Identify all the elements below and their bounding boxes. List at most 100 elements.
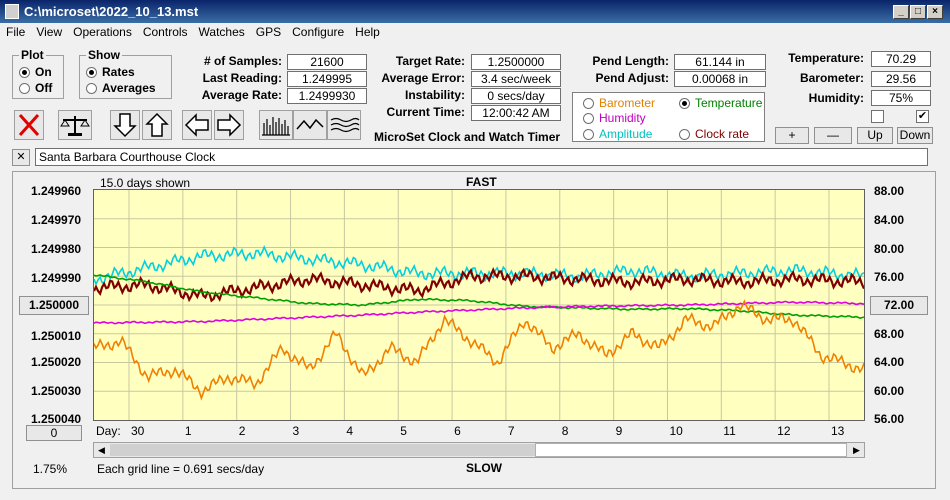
- scroll-track[interactable]: [110, 444, 535, 456]
- day-tick-label: 3: [292, 424, 300, 438]
- plot-off-radio[interactable]: Off: [19, 81, 52, 95]
- clear-x-button[interactable]: [14, 110, 44, 140]
- clear-name-button[interactable]: ✕: [12, 149, 30, 166]
- checkbox-left[interactable]: [871, 110, 884, 123]
- temperature-label: Temperature:: [788, 51, 864, 65]
- show-averages-radio[interactable]: Averages: [86, 81, 156, 95]
- scroll-thumb[interactable]: [535, 443, 847, 457]
- maximize-button[interactable]: □: [910, 5, 926, 19]
- day-tick-label: 10: [669, 424, 683, 438]
- horizontal-scrollbar[interactable]: ◀ ▶: [93, 442, 865, 458]
- left-tick: 1.250030: [31, 384, 82, 398]
- up-button[interactable]: Up: [857, 127, 893, 144]
- up-arrow-button[interactable]: [142, 110, 172, 140]
- balance-scale-icon: [60, 116, 90, 136]
- last-reading-label: Last Reading:: [202, 71, 282, 85]
- bar-graph-button[interactable]: [259, 110, 293, 140]
- fast-label: FAST: [466, 175, 497, 189]
- right-tick: 88.00: [874, 184, 905, 198]
- clock-name-input[interactable]: Santa Barbara Courthouse Clock: [35, 148, 928, 166]
- menu-bar: File View Operations Controls Watches GPS Conf…: [0, 23, 950, 41]
- scroll-left-icon[interactable]: ◀: [98, 445, 105, 455]
- pend-length-label: Pend Length:: [592, 54, 669, 68]
- menu-watches[interactable]: Watches: [198, 25, 245, 39]
- pend-length-value: 61.144 in: [674, 54, 766, 70]
- current-time-value: 12:00:42 AM: [471, 105, 561, 121]
- title-bar: C:\microset\2022_10_13.mst _ □ ×: [0, 0, 950, 23]
- arrow-up-icon: [145, 112, 169, 137]
- rate-chart: [94, 190, 864, 420]
- select-amplitude-radio[interactable]: Amplitude: [583, 127, 652, 141]
- left-tick: 1.250020: [31, 355, 82, 369]
- day-tick-label: 2: [238, 424, 246, 438]
- menu-help[interactable]: Help: [355, 25, 380, 39]
- average-rate-label: Average Rate:: [201, 88, 282, 102]
- last-reading-value: 1.249995: [287, 71, 367, 87]
- show-group-title: Show: [86, 48, 122, 62]
- menu-operations[interactable]: Operations: [73, 25, 132, 39]
- down-button[interactable]: Down: [897, 127, 933, 144]
- average-error-value: 3.4 sec/week: [471, 71, 561, 87]
- select-humidity-radio[interactable]: Humidity: [583, 111, 646, 125]
- day-tick-label: 8: [561, 424, 569, 438]
- zero-button[interactable]: 0: [26, 425, 82, 441]
- balance-button[interactable]: [58, 110, 92, 140]
- show-rates-radio[interactable]: Rates: [86, 65, 135, 79]
- right-center-button[interactable]: 72.00: [870, 296, 928, 315]
- humidity-value: 75%: [871, 90, 931, 106]
- day-tick-label: 6: [454, 424, 461, 438]
- day-tick-label: 30: [131, 424, 145, 438]
- minus-button[interactable]: —: [814, 127, 852, 144]
- line-graph-icon: [296, 118, 324, 130]
- menu-view[interactable]: View: [36, 25, 63, 39]
- average-error-label: Average Error:: [381, 71, 465, 85]
- scroll-right-icon[interactable]: ▶: [853, 445, 860, 455]
- plot-on-radio[interactable]: On: [19, 65, 52, 79]
- day-tick-label: 5: [400, 424, 407, 438]
- humidity-label: Humidity:: [808, 91, 864, 105]
- minimize-button[interactable]: _: [893, 5, 909, 19]
- series-line-humidity: [94, 300, 864, 325]
- app-title: MicroSet Clock and Watch Timer: [374, 130, 561, 144]
- target-rate-label: Target Rate:: [395, 54, 465, 68]
- close-button[interactable]: ×: [927, 5, 943, 19]
- menu-configure[interactable]: Configure: [292, 25, 345, 39]
- bar-graph-icon: [262, 117, 290, 136]
- instability-value: 0 secs/day: [471, 88, 561, 104]
- arrow-left-icon: [184, 113, 209, 137]
- temperature-value: 70.29: [871, 51, 931, 67]
- left-tick: 1.250010: [31, 329, 82, 343]
- wave-graph-button[interactable]: [327, 110, 361, 140]
- menu-controls[interactable]: Controls: [142, 25, 188, 39]
- plot-area: [93, 189, 865, 421]
- plus-button[interactable]: +: [775, 127, 809, 144]
- select-barometer-radio[interactable]: Barometer: [583, 96, 655, 110]
- plot-group: Plot On Off: [12, 48, 64, 99]
- plot-frame: [12, 171, 936, 489]
- day-tick-label: 12: [777, 424, 791, 438]
- day-tick-label: 13: [831, 424, 845, 438]
- menu-gps[interactable]: GPS: [255, 25, 282, 39]
- right-arrow-button[interactable]: [214, 110, 244, 140]
- series-line-clock-rate: [94, 266, 864, 303]
- left-center-button[interactable]: 1.250000: [19, 296, 89, 315]
- line-graph-button[interactable]: [293, 110, 327, 140]
- select-clock-rate-radio[interactable]: Clock rate: [679, 127, 749, 141]
- pend-adjust-value: 0.00068 in: [674, 71, 766, 87]
- menu-file[interactable]: File: [6, 25, 26, 39]
- select-temperature-radio[interactable]: Temperature: [679, 96, 762, 110]
- right-tick: 84.00: [874, 213, 905, 227]
- pend-adjust-label: Pend Adjust:: [595, 71, 669, 85]
- series-line-barometer: [94, 299, 864, 401]
- grid-note: Each grid line = 0.691 secs/day: [97, 462, 265, 476]
- series-selector: Barometer Temperature Humidity Amplitude…: [572, 92, 765, 142]
- target-rate-value: 1.2500000: [471, 54, 561, 70]
- right-tick: 64.00: [874, 355, 905, 369]
- left-arrow-button[interactable]: [182, 110, 212, 140]
- checkbox-right[interactable]: ✔: [916, 110, 929, 123]
- red-x-icon: [18, 113, 40, 137]
- day-tick-label: 1: [184, 424, 192, 438]
- wave-graph-icon: [330, 117, 360, 133]
- down-arrow-button[interactable]: [110, 110, 140, 140]
- percent-readout: 1.75%: [33, 462, 68, 476]
